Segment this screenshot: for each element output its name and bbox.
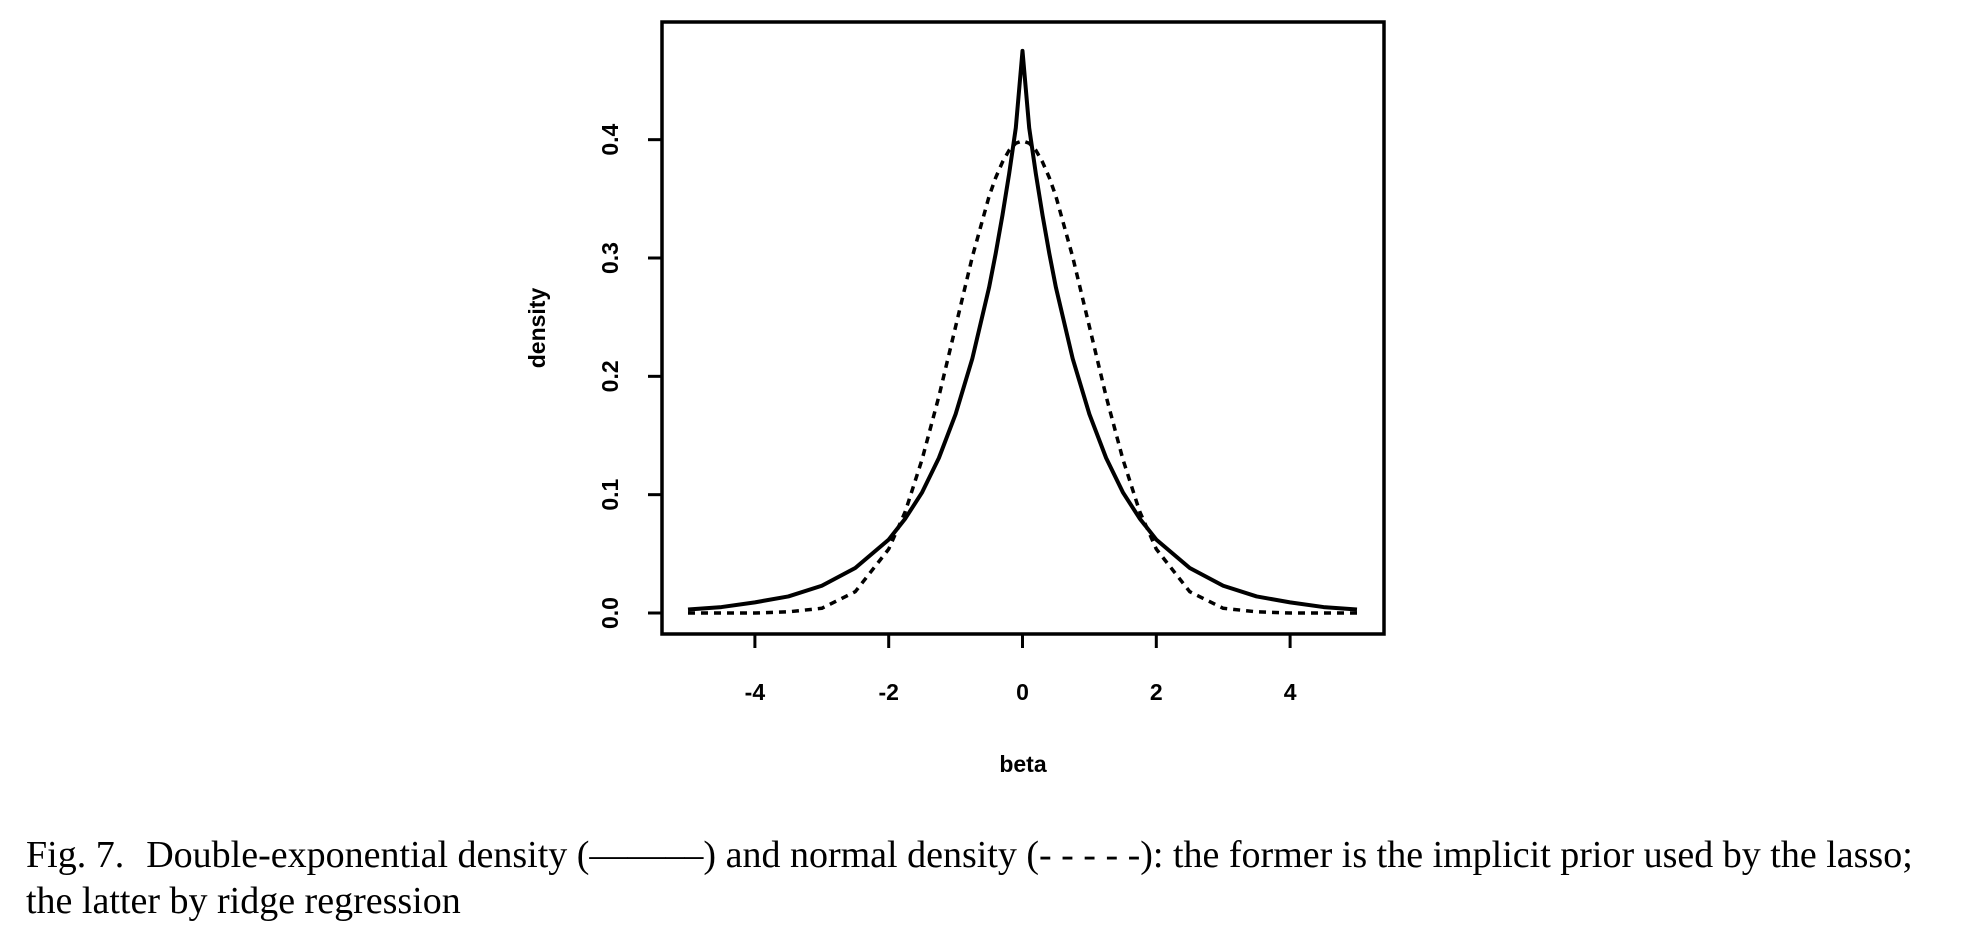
x-axis-title: beta xyxy=(999,751,1047,777)
y-tick-label: 0.0 xyxy=(597,597,623,629)
x-tick-label: -2 xyxy=(878,679,898,705)
figure-caption-text: Double-exponential density (——––) and no… xyxy=(26,834,1913,922)
y-tick-label: 0.4 xyxy=(597,123,623,155)
y-tick-label: 0.3 xyxy=(597,242,623,274)
figure-caption: Fig. 7. Double-exponential density (——––)… xyxy=(26,832,1956,924)
figure-caption-label: Fig. 7. xyxy=(26,834,125,876)
x-tick-label: 2 xyxy=(1150,679,1163,705)
y-axis-title: density xyxy=(524,288,550,369)
x-tick-label: 0 xyxy=(1016,679,1029,705)
series-layer xyxy=(687,48,1358,615)
normal-density-line xyxy=(688,139,1357,615)
x-axis: -4 -2 0 2 4 xyxy=(745,634,1297,705)
y-axis: 0.0 0.1 0.2 0.3 0.4 xyxy=(597,123,662,629)
x-tick-label: -4 xyxy=(745,679,766,705)
plot-frame xyxy=(660,20,1386,636)
y-tick-label: 0.1 xyxy=(597,478,623,510)
double-exponential-density-line xyxy=(687,48,1358,612)
y-tick-label: 0.2 xyxy=(597,360,623,392)
x-tick-label: 4 xyxy=(1284,679,1297,705)
density-chart: -4 -2 0 2 4 0.0 0.1 0.2 0.3 0.4 beta density xyxy=(524,20,1386,777)
